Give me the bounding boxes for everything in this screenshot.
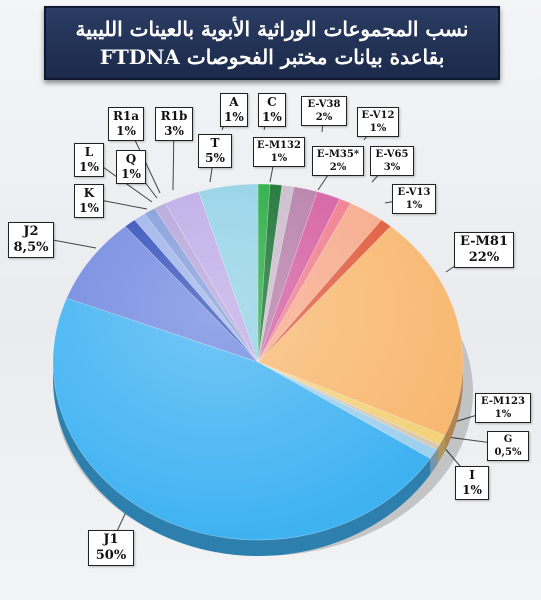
slice-label-r1a: R1a 1% [108,107,144,141]
slice-label-r1b: R1b 3% [155,107,193,141]
chart-title-line-2: بقاعدة بيانات مختبر الفحوصات FTDNA [99,45,445,69]
slice-name: E-M81 [459,234,509,249]
slice-percent: 50% [95,548,127,563]
slice-label-e-v13: E-V13 1% [392,184,436,214]
slice-label-j2: J2 8,5% [8,222,54,258]
slice-label-k: K 1% [74,184,104,218]
slice-label-g: G 0,5% [487,431,529,461]
slice-name: A [229,95,239,109]
pie-side-e-m123 [439,435,445,461]
slice-label-j1: J1 50% [88,530,134,566]
slice-percent: 1% [369,123,387,134]
slice-name: J2 [23,224,39,239]
slice-label-e-v38: E-V38 2% [301,96,347,126]
slice-name: Q [125,152,137,166]
slice-name: K [83,186,95,200]
slice-label-e-v65: E-V65 3% [370,146,414,176]
slice-label-a: A 1% [220,93,248,127]
slice-name: J1 [103,532,119,547]
slice-name: C [267,95,277,109]
slice-percent: 1% [494,409,512,420]
slice-label-e-m123: E-M123 1% [475,393,531,423]
slice-label-l: L 1% [74,143,104,177]
slice-percent: 1% [79,201,99,215]
slice-percent: 1% [270,153,288,164]
slice-name: E-M35* [316,149,360,160]
slice-name: L [84,145,94,159]
pie-side-g [436,444,440,466]
slice-label-t: T 5% [198,134,232,168]
slice-label-e-m132: E-M132 1% [253,137,305,167]
slice-name: E-M132 [257,140,301,151]
pie-side-e-m81 [444,362,463,452]
slice-percent: 0,5% [494,447,522,458]
slice-label-e-m81: E-M81 22% [454,232,514,268]
slice-label-c: C 1% [258,93,286,127]
chart-title-line-1: نسب المجموعات الوراثية الأبوية بالعينات … [75,17,469,41]
slice-percent: 2% [315,112,333,123]
slice-percent: 5% [205,151,225,165]
slice-percent: 1% [116,124,136,138]
slice-label-q: Q 1% [116,150,146,184]
slice-percent: 1% [121,167,141,181]
slice-name: R1b [160,109,188,123]
slice-name: E-V65 [375,149,409,160]
chart-title-banner: نسب المجموعات الوراثية الأبوية بالعينات … [44,6,500,80]
slice-name: R1a [112,109,140,123]
slice-name: G [503,434,513,445]
slice-percent: 22% [468,250,500,265]
slice-percent: 2% [329,162,347,173]
slice-percent: 1% [405,200,423,211]
slice-name: E-V13 [397,187,431,198]
slice-name: I [469,468,475,482]
slice-name: E-V12 [361,110,395,121]
slice-percent: 1% [462,483,482,497]
slice-percent: 3% [164,124,184,138]
pie-gloss [53,184,463,540]
slice-label-i: I 1% [455,466,489,500]
slice-name: E-V38 [307,99,341,110]
slice-label-e-m35-: E-M35* 2% [312,146,364,176]
slice-percent: 8,5% [13,240,49,255]
slice-percent: 3% [383,162,401,173]
slice-name: T [210,136,220,150]
slice-percent: 1% [224,110,244,124]
slice-percent: 1% [262,110,282,124]
slice-name: E-M123 [481,396,525,407]
slice-percent: 1% [79,160,99,174]
pie-side-i [430,449,437,475]
slice-label-e-v12: E-V12 1% [357,107,399,137]
